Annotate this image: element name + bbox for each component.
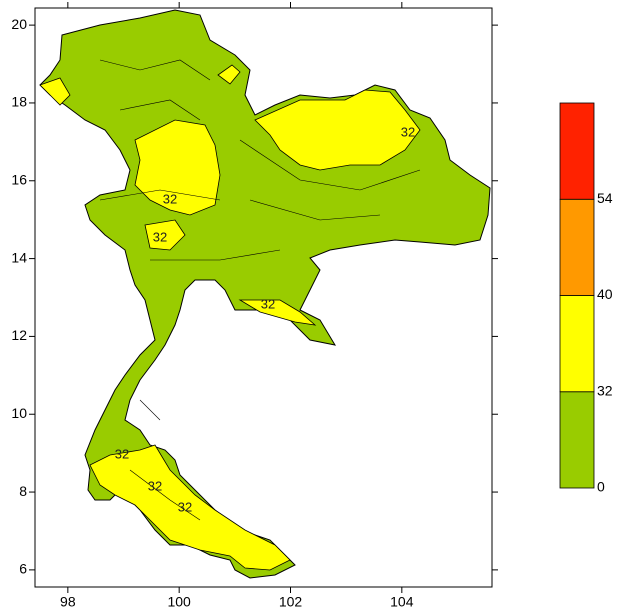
province-lines	[99, 59, 421, 521]
colorbar-label: 54	[597, 190, 613, 206]
y-tick-label: 18	[11, 94, 27, 110]
warm-zone	[89, 444, 291, 571]
province-line	[99, 59, 421, 521]
x-tick-label: 104	[390, 594, 414, 610]
colorbar-bin	[559, 102, 595, 200]
colorbar-label: 40	[597, 286, 613, 302]
x-tick-label: 102	[279, 594, 303, 610]
x-tick-label: 100	[167, 594, 191, 610]
colorbar-bin	[559, 295, 595, 393]
colorbar-bin	[559, 198, 595, 296]
contour-label: 32	[163, 191, 177, 206]
y-tick-label: 16	[11, 171, 27, 187]
y-tick-label: 8	[19, 483, 27, 499]
contour-label: 32	[178, 499, 192, 514]
colorbar-label: 32	[597, 382, 613, 398]
warm-zones	[39, 64, 421, 571]
warm-zone	[254, 89, 421, 171]
y-tick-label: 6	[19, 561, 27, 577]
contour-label: 32	[261, 296, 275, 311]
warm-zone	[238, 299, 317, 326]
y-tick-label: 12	[11, 327, 27, 343]
land	[39, 9, 491, 579]
y-tick-label: 10	[11, 405, 27, 421]
colorbar-bin	[559, 391, 595, 489]
y-tick-label: 14	[11, 249, 27, 265]
colorbar-label: 0	[597, 479, 605, 495]
warm-zone	[217, 64, 241, 85]
contour-label: 32	[115, 446, 129, 461]
colorbar: 0 32 40 54	[559, 102, 613, 495]
warm-zone	[134, 119, 221, 216]
contour-label: 32	[401, 124, 415, 139]
warm-zone	[39, 77, 71, 106]
y-tick-label: 20	[11, 16, 27, 32]
warm-zone	[144, 219, 186, 251]
contour-label: 32	[153, 229, 167, 244]
x-tick-label: 98	[60, 594, 76, 610]
contour-label: 32	[148, 478, 162, 493]
map-frame	[34, 7, 493, 588]
